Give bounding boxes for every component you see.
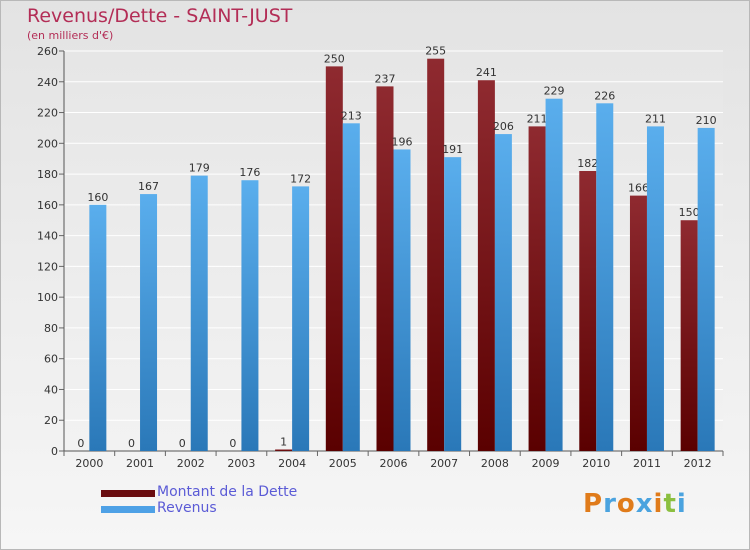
data-label-revenus: 176 xyxy=(239,166,260,179)
y-tick-label: 140 xyxy=(37,230,58,243)
x-tick-label: 2007 xyxy=(430,457,458,470)
bar-revenus xyxy=(697,127,715,451)
bar-revenus xyxy=(140,194,158,452)
x-tick-label: 2002 xyxy=(177,457,205,470)
data-label-dette: 166 xyxy=(628,182,649,195)
legend-swatch-dette xyxy=(101,490,155,497)
data-label-revenus: 210 xyxy=(696,114,717,127)
y-tick-label: 20 xyxy=(44,414,58,427)
legend-swatch-revenus xyxy=(101,506,155,513)
proxiti-logo: Proxiti xyxy=(583,489,687,519)
data-label-revenus: 226 xyxy=(594,89,615,102)
data-label-revenus: 172 xyxy=(290,172,311,185)
bar-revenus xyxy=(89,204,107,451)
bar-revenus xyxy=(342,123,360,452)
bar-revenus xyxy=(241,180,259,451)
data-label-dette: 0 xyxy=(77,437,84,450)
y-tick-label: 120 xyxy=(37,260,58,273)
data-label-revenus: 206 xyxy=(493,120,514,133)
x-tick-label: 2003 xyxy=(227,457,255,470)
chart-subtitle: (en milliers d'€) xyxy=(27,29,114,42)
bar-revenus xyxy=(646,126,664,451)
chart-title: Revenus/Dette - SAINT-JUST xyxy=(27,5,293,27)
data-label-dette: 0 xyxy=(179,437,186,450)
bar-revenus xyxy=(292,186,310,451)
x-tick-label: 2012 xyxy=(684,457,712,470)
x-tick-label: 2004 xyxy=(278,457,306,470)
y-tick-label: 260 xyxy=(37,45,58,58)
data-label-revenus: 191 xyxy=(442,143,463,156)
data-label-dette: 150 xyxy=(679,206,700,219)
x-tick-label: 2009 xyxy=(532,457,560,470)
data-label-dette: 182 xyxy=(577,157,598,170)
y-tick-label: 100 xyxy=(37,291,58,304)
data-label-revenus: 211 xyxy=(645,112,666,125)
data-label-dette: 241 xyxy=(476,66,497,79)
y-tick-label: 200 xyxy=(37,137,58,150)
data-label-revenus: 160 xyxy=(87,191,108,204)
bar-dette xyxy=(477,80,495,451)
bar-dette xyxy=(275,449,293,451)
bar-revenus xyxy=(545,98,563,451)
y-tick-label: 160 xyxy=(37,199,58,212)
bar-revenus xyxy=(393,149,411,451)
y-tick-label: 240 xyxy=(37,76,58,89)
y-tick-label: 80 xyxy=(44,322,58,335)
y-tick-label: 180 xyxy=(37,168,58,181)
x-tick-label: 2001 xyxy=(126,457,154,470)
x-tick-label: 2011 xyxy=(633,457,661,470)
data-label-dette: 237 xyxy=(375,72,396,85)
bar-dette xyxy=(680,220,698,451)
y-tick-label: 60 xyxy=(44,353,58,366)
y-tick-label: 40 xyxy=(44,383,58,396)
data-label-revenus: 167 xyxy=(138,180,159,193)
bar-revenus xyxy=(596,103,614,452)
bar-dette xyxy=(325,66,343,451)
bar-revenus xyxy=(444,157,462,451)
data-label-dette: 0 xyxy=(229,437,236,450)
bar-dette xyxy=(376,86,394,451)
x-tick-label: 2005 xyxy=(329,457,357,470)
y-tick-label: 220 xyxy=(37,107,58,120)
bar-revenus xyxy=(494,134,512,452)
x-tick-label: 2010 xyxy=(582,457,610,470)
data-label-revenus: 179 xyxy=(189,162,210,175)
bar-revenus xyxy=(190,175,208,451)
x-tick-label: 2000 xyxy=(75,457,103,470)
bar-dette xyxy=(579,171,597,451)
data-label-dette: 211 xyxy=(527,112,548,125)
data-label-dette: 1 xyxy=(280,435,287,448)
data-label-revenus: 196 xyxy=(392,135,413,148)
data-label-dette: 0 xyxy=(128,437,135,450)
data-label-revenus: 229 xyxy=(544,85,565,98)
legend-label-revenus: Revenus xyxy=(157,500,217,516)
y-tick-label: 0 xyxy=(51,445,58,458)
x-tick-label: 2008 xyxy=(481,457,509,470)
bar-dette xyxy=(528,126,546,451)
data-label-dette: 255 xyxy=(425,45,446,58)
bar-dette xyxy=(629,195,647,451)
legend-label-dette: Montant de la Dette xyxy=(157,484,298,500)
bar-dette xyxy=(427,58,445,451)
data-label-revenus: 213 xyxy=(341,109,362,122)
x-tick-label: 2006 xyxy=(380,457,408,470)
data-label-dette: 250 xyxy=(324,52,345,65)
